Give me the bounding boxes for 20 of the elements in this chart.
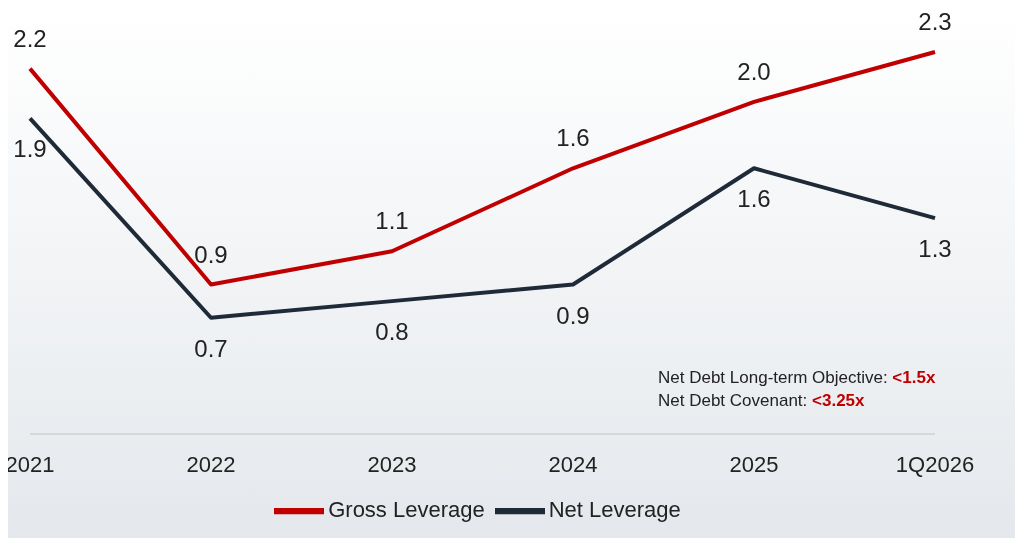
data-label: 1.1 [375,207,409,235]
data-label: 0.9 [556,301,590,329]
legend-label: Gross Leverage [328,496,485,522]
data-label: 1.9 [13,135,47,163]
data-label: 2.0 [737,57,771,85]
x-tick-label: 2023 [367,451,417,477]
x-tick-label: 2024 [548,451,598,477]
data-label: 2.2 [13,24,47,52]
x-tick-label: 2022 [186,451,236,477]
data-label: 1.3 [918,235,952,263]
legend-label: Net Leverage [548,496,681,522]
x-tick-label: 1Q2026 [895,451,975,477]
data-label: 0.8 [375,318,409,346]
data-label: 1.6 [556,124,590,152]
x-tick-label: 2025 [729,451,779,477]
data-label: 2.3 [918,8,952,35]
note-text: Net Debt Long-term Objective: <1.5x Net Debt Covenant: <3.25x [658,367,936,412]
data-label: 1.6 [737,185,771,213]
data-label: 0.9 [194,240,228,268]
data-label: 0.7 [194,334,228,362]
